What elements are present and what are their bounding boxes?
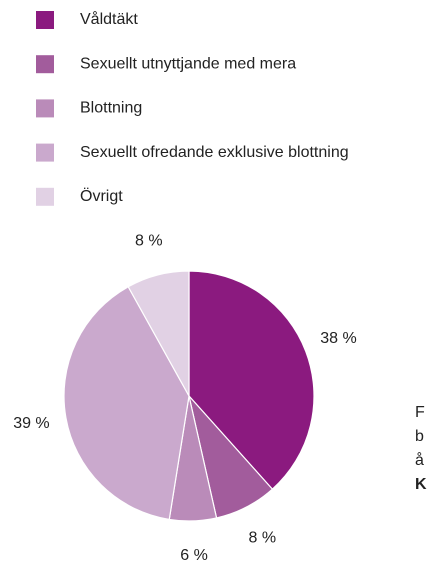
legend-label: Övrigt: [80, 187, 123, 205]
legend-label: Blottning: [80, 100, 142, 117]
data-label: 38 %: [320, 330, 356, 347]
pie-slice: [127, 270, 190, 399]
legend-swatch: [36, 55, 54, 74]
legend-swatch: [36, 99, 54, 118]
pie-slice: [63, 285, 190, 521]
legend-swatch: [36, 187, 54, 206]
side-text: å: [415, 451, 424, 469]
legend-label: Våldtäkt: [80, 10, 138, 28]
legend-label: Sexuellt utnyttjande med mera: [80, 55, 296, 72]
side-text: K: [415, 476, 427, 493]
pie-slice: [188, 270, 315, 491]
data-label: 6 %: [180, 547, 208, 564]
side-text: b: [415, 428, 424, 445]
legend-swatch: [36, 11, 54, 29]
legend-swatch: [36, 143, 54, 162]
data-label: 8 %: [249, 529, 277, 546]
side-text: F: [415, 404, 425, 421]
legend-label: Sexuellt ofredande exklusive blottning: [80, 144, 349, 161]
data-label: 39 %: [13, 415, 49, 432]
data-label: 8 %: [135, 232, 163, 249]
